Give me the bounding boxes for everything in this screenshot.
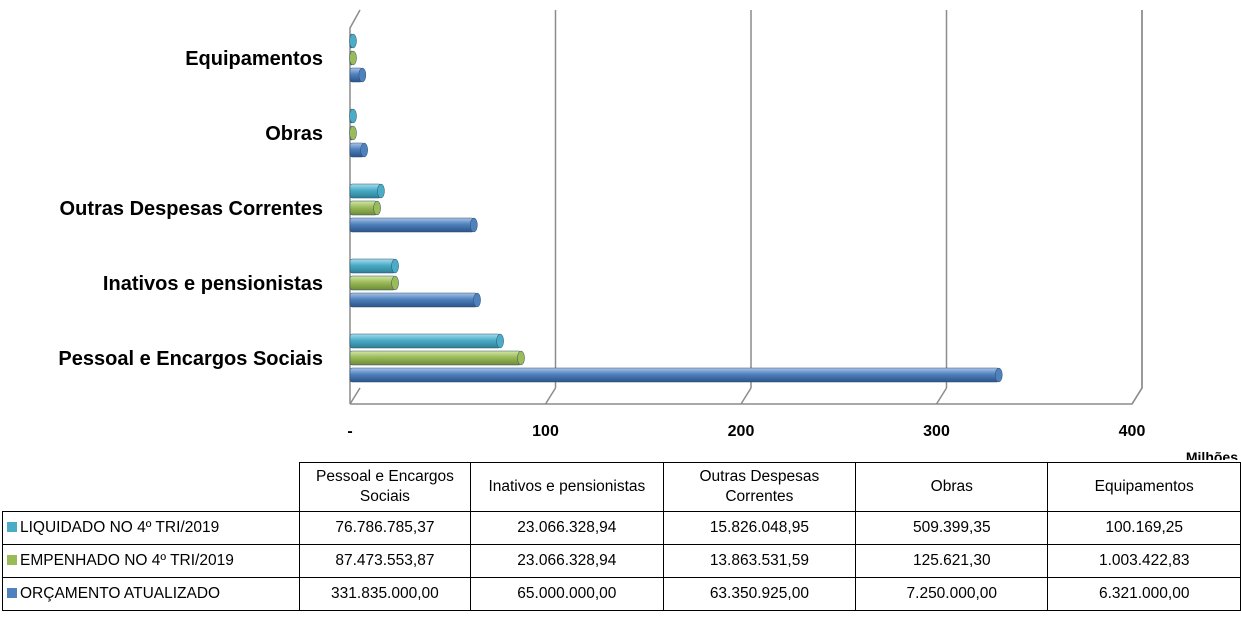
legend-swatch (7, 588, 17, 598)
table-row-header: EMPENHADO NO 4º TRI/2019 (2, 544, 300, 578)
bar-cap (358, 67, 367, 83)
gridline-floor (544, 387, 557, 405)
x-tick-label: 300 (923, 423, 950, 440)
table-cell: 23.066.328,94 (470, 544, 664, 578)
table-cell: 87.473.553,87 (298, 544, 472, 578)
bar (349, 217, 475, 233)
table-column-header: Equipamentos (1047, 462, 1241, 512)
table-column-header: Outras Despesas Correntes (662, 462, 857, 512)
bar-cap (360, 142, 368, 158)
table-cell: 76.786.785,37 (298, 511, 472, 545)
bar (349, 183, 382, 199)
bar-cap (349, 50, 357, 66)
table-cell: 15.826.048,95 (662, 511, 857, 545)
bars-layer (349, 33, 1003, 383)
legend-label: ORÇAMENTO ATUALIZADO (20, 585, 221, 602)
table-cell: 6.321.000,00 (1047, 577, 1241, 611)
table-cell: 13.863.531,59 (662, 544, 857, 578)
category-label: Pessoal e Encargos Sociais (58, 348, 323, 370)
bar-cap (994, 367, 1003, 383)
bar-chart: - 100 200 300 400 Milhões Pessoal e Encargos S… (58, 9, 1238, 460)
table-cell: 7.250.000,00 (855, 577, 1049, 611)
bar (349, 258, 396, 274)
plot-frame (349, 9, 1143, 405)
gridline-floor (935, 387, 948, 405)
table-row-header: ORÇAMENTO ATUALIZADO (2, 577, 300, 611)
bar-cap (496, 333, 504, 349)
category-label: Obras (265, 123, 323, 145)
unit-label: Milhões (1186, 449, 1238, 460)
category-label: Equipamentos (185, 48, 323, 70)
legend-label: LIQUIDADO NO 4º TRI/2019 (20, 519, 220, 536)
x-tick-label: 400 (1119, 423, 1146, 440)
bar (349, 350, 522, 366)
bar-cap (349, 125, 357, 141)
bar-cap (391, 258, 399, 274)
legend-label: EMPENHADO NO 4º TRI/2019 (20, 552, 234, 569)
table-column-header: Obras (855, 462, 1049, 512)
bar-cap (391, 275, 399, 291)
table-row: LIQUIDADO NO 4º TRI/2019 76.786.785,37 23.… (2, 511, 1241, 545)
bar-cap (377, 183, 385, 199)
bar-cap (349, 33, 357, 49)
table-cell: 23.066.328,94 (470, 511, 664, 545)
bar (349, 292, 478, 308)
data-table: Pessoal e Encargos Sociais Inativos e pen… (2, 462, 1241, 611)
x-tick-label: 100 (532, 423, 559, 440)
x-tick-label: - (347, 423, 352, 440)
bar-cap (470, 217, 478, 233)
table-corner (2, 462, 300, 512)
gridline-floor (1131, 387, 1143, 405)
bar-cap (517, 350, 525, 366)
bar-cap (473, 292, 481, 308)
floor-corner (349, 387, 361, 405)
category-label: Outras Despesas Correntes (60, 198, 323, 220)
table-cell: 125.621,30 (855, 544, 1049, 578)
table-cell: 331.835.000,00 (298, 577, 472, 611)
labels-layer: - 100 200 300 400 Milhões Pessoal e Encargos S… (58, 48, 1238, 460)
table-row: EMPENHADO NO 4º TRI/2019 87.473.553,87 23.… (2, 544, 1241, 578)
bar (349, 367, 999, 383)
table-cell: 65.000.000,00 (470, 577, 664, 611)
bar (349, 333, 501, 349)
table-column-header: Inativos e pensionistas (470, 462, 664, 512)
table-cell: 100.169,25 (1047, 511, 1241, 545)
table-cell: 509.399,35 (855, 511, 1049, 545)
table-column-header: Pessoal e Encargos Sociais (298, 462, 472, 512)
bar-cap (373, 200, 381, 216)
gridline-floor (740, 387, 752, 405)
legend-swatch (7, 555, 17, 565)
table-cell: 63.350.925,00 (662, 577, 857, 611)
bar (349, 275, 396, 291)
legend-swatch (7, 522, 17, 532)
table-cell: 1.003.422,83 (1047, 544, 1241, 578)
table-row-header: LIQUIDADO NO 4º TRI/2019 (2, 511, 300, 545)
bar (349, 200, 378, 216)
bar-cap (349, 108, 357, 124)
x-tick-label: 200 (728, 423, 755, 440)
category-label: Inativos e pensionistas (103, 273, 323, 295)
table-row: ORÇAMENTO ATUALIZADO 331.835.000,00 65.000… (2, 577, 1241, 611)
